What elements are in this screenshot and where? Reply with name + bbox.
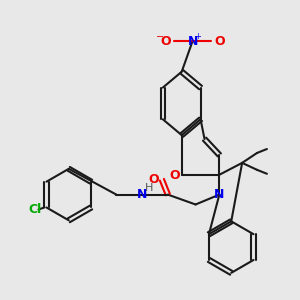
Text: O: O: [169, 169, 180, 182]
Text: N: N: [188, 34, 198, 47]
Text: O: O: [149, 173, 159, 186]
Text: +: +: [194, 32, 201, 40]
Text: Cl: Cl: [28, 203, 41, 216]
Text: H: H: [145, 183, 153, 193]
Text: O: O: [214, 34, 225, 47]
Text: N: N: [214, 188, 224, 201]
Text: O: O: [160, 34, 171, 47]
Text: −: −: [156, 32, 164, 42]
Text: N: N: [137, 188, 147, 201]
